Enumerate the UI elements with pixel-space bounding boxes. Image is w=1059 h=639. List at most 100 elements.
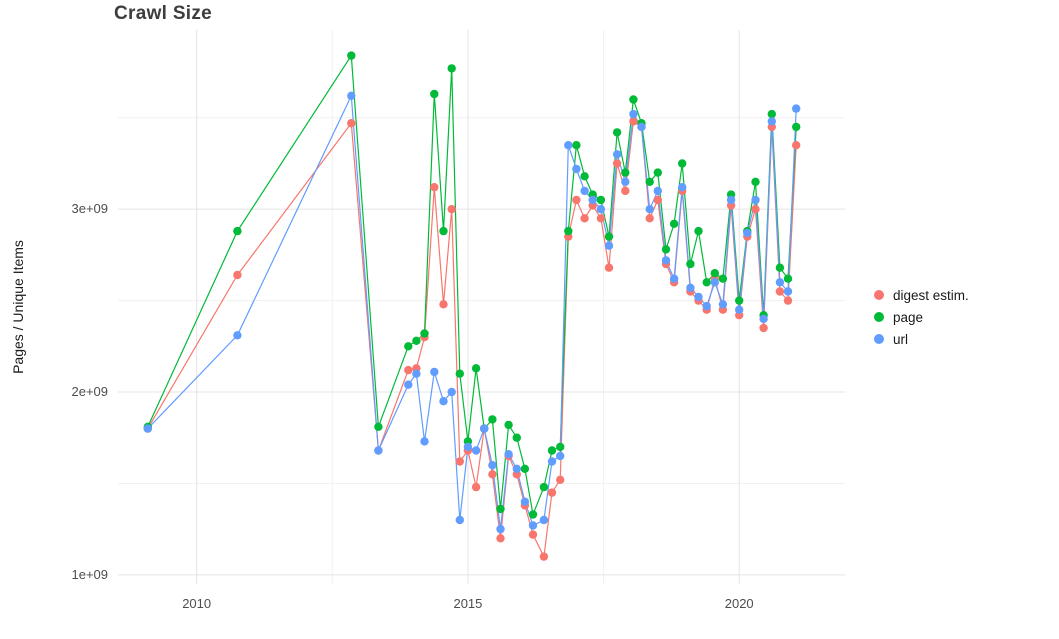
data-point xyxy=(678,183,687,192)
data-point xyxy=(504,420,513,430)
legend-item: digest estim. xyxy=(874,287,969,303)
legend-label: digest estim. xyxy=(893,287,969,303)
data-point xyxy=(645,205,654,214)
data-point xyxy=(751,195,760,205)
data-point xyxy=(512,464,521,473)
data-point xyxy=(735,305,744,314)
data-point xyxy=(792,104,801,113)
legend: digest estim. page url xyxy=(874,287,969,347)
data-point xyxy=(488,470,497,479)
data-point xyxy=(759,323,768,333)
data-point xyxy=(528,530,538,539)
data-point xyxy=(661,245,671,254)
data-point xyxy=(669,219,679,228)
data-point xyxy=(439,397,448,406)
data-point xyxy=(621,168,630,177)
data-point xyxy=(612,150,622,159)
data-point xyxy=(783,274,793,283)
chart-title: Crawl Size xyxy=(114,3,213,24)
data-point xyxy=(528,510,538,519)
data-point xyxy=(496,524,505,534)
x-tick-label: 2015 xyxy=(453,596,482,611)
data-point xyxy=(420,437,429,446)
data-point xyxy=(496,534,505,543)
data-point xyxy=(539,482,549,492)
x-tick-label: 2010 xyxy=(182,596,211,611)
data-point xyxy=(471,446,481,455)
legend-item: url xyxy=(874,331,969,347)
data-point xyxy=(759,314,768,324)
data-point xyxy=(653,195,662,205)
data-point xyxy=(775,287,785,296)
data-point xyxy=(792,122,801,132)
data-point xyxy=(686,259,695,269)
data-point xyxy=(572,195,581,205)
data-point xyxy=(629,117,638,126)
data-point xyxy=(347,91,356,101)
data-point xyxy=(488,461,497,470)
data-point xyxy=(596,205,606,214)
data-point xyxy=(480,424,489,433)
data-point xyxy=(645,214,654,223)
data-point xyxy=(572,164,581,174)
data-point xyxy=(528,521,538,530)
data-point xyxy=(645,177,654,186)
y-tick-label: 1e+09 xyxy=(71,567,108,582)
data-point xyxy=(735,296,744,305)
data-point xyxy=(702,278,711,287)
y-tick-label: 2e+09 xyxy=(71,384,108,399)
data-point xyxy=(504,450,513,459)
data-point xyxy=(463,442,473,452)
data-point xyxy=(539,552,549,561)
data-point xyxy=(430,89,439,99)
data-point xyxy=(430,367,439,377)
data-point xyxy=(669,274,679,283)
data-point xyxy=(612,128,622,137)
data-point xyxy=(743,228,752,238)
data-point xyxy=(556,475,565,484)
data-point xyxy=(726,195,736,205)
data-point xyxy=(547,446,557,455)
data-point xyxy=(547,457,557,466)
legend-marker-digest xyxy=(874,290,884,300)
data-point xyxy=(783,296,793,305)
data-point xyxy=(404,365,413,375)
data-point xyxy=(718,274,728,283)
data-point xyxy=(661,256,671,265)
data-point xyxy=(374,446,383,455)
legend-marker-url xyxy=(874,334,884,344)
data-point xyxy=(751,205,760,214)
data-point xyxy=(694,292,703,302)
data-point xyxy=(439,226,448,236)
data-point xyxy=(775,263,785,272)
data-point xyxy=(233,270,242,280)
data-point xyxy=(539,515,549,525)
data-point xyxy=(629,95,638,104)
data-point xyxy=(556,442,565,452)
data-point xyxy=(347,119,356,128)
series-line-digest-estim xyxy=(147,120,797,559)
data-point xyxy=(404,380,413,389)
data-point xyxy=(710,269,719,278)
data-point xyxy=(580,172,589,181)
legend-label: url xyxy=(893,331,909,347)
data-point xyxy=(783,287,793,296)
data-point xyxy=(702,301,711,311)
data-point xyxy=(233,331,242,340)
data-point xyxy=(718,300,728,309)
data-point xyxy=(374,422,383,431)
data-point xyxy=(233,226,242,236)
data-point xyxy=(447,387,456,397)
data-point xyxy=(775,278,785,287)
data-point xyxy=(520,497,530,506)
data-point xyxy=(604,241,614,250)
data-point xyxy=(471,364,481,373)
data-point xyxy=(143,424,152,433)
data-point xyxy=(767,117,776,126)
data-point xyxy=(629,109,638,119)
data-point xyxy=(694,226,703,236)
data-point xyxy=(412,369,421,378)
data-point xyxy=(520,464,530,473)
